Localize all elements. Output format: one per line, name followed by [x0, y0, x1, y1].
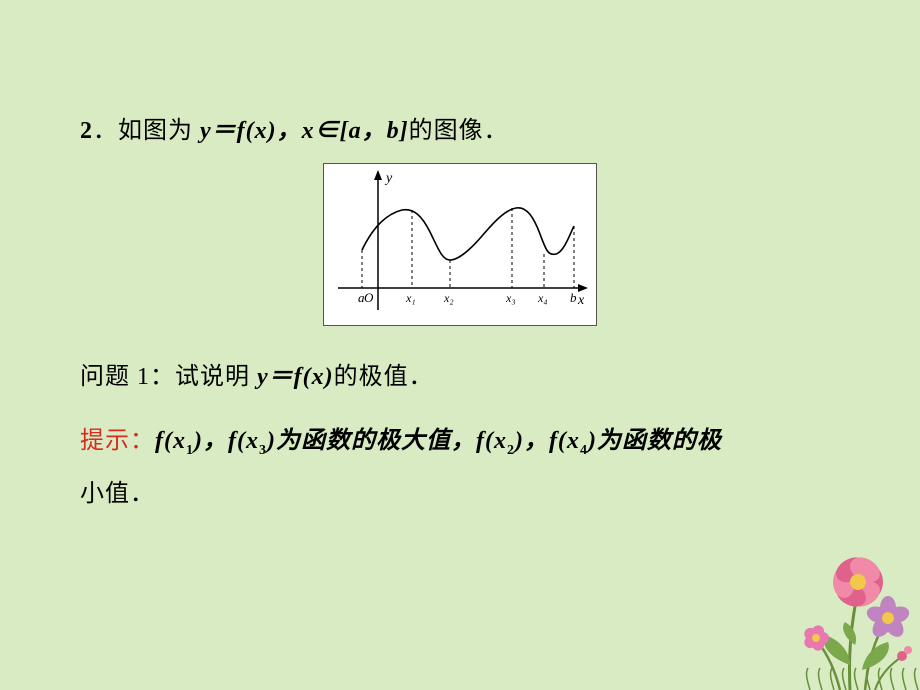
- hint-fx1: f(x1)，f(x3: [155, 428, 267, 454]
- problem-statement: 2．如图为 y＝f(x)，x∈[a，b]的图像．: [80, 110, 880, 145]
- slide-content: 2．如图为 y＝f(x)，x∈[a，b]的图像． y x Oa x₁ x₂ x₃ x₄ b 问…: [40, 110, 880, 521]
- svg-text:x₁: x₁: [405, 291, 416, 305]
- svg-text:x: x: [577, 293, 585, 308]
- svg-text:y: y: [384, 171, 393, 186]
- svg-text:b: b: [570, 290, 577, 305]
- q1-suffix: 的极值．: [334, 364, 434, 390]
- problem-suffix: 的图像．: [409, 118, 509, 144]
- hint-text-1: )为函数的极大值，f(x2)，f(x4)为函数的极: [267, 428, 722, 454]
- hint-label: 提示：: [80, 428, 155, 454]
- function-graph: y x Oa x₁ x₂ x₃ x₄ b: [323, 163, 597, 326]
- problem-math: y＝f(x)，x∈[a，b]: [200, 118, 409, 144]
- svg-text:O: O: [364, 290, 374, 305]
- question-1: 问题 1：试说明 y＝f(x)的极值．: [80, 356, 880, 391]
- problem-prefix: ．如图为: [93, 118, 200, 144]
- q1-prefix: 问题 1：试说明: [80, 364, 257, 390]
- graph-svg: y x Oa x₁ x₂ x₃ x₄ b: [330, 168, 590, 318]
- svg-text:a: a: [358, 290, 365, 305]
- problem-number: 2: [80, 118, 93, 144]
- figure-container: y x Oa x₁ x₂ x₃ x₄ b: [40, 163, 880, 326]
- svg-text:x₂: x₂: [443, 291, 454, 305]
- flower-decoration: [700, 470, 920, 690]
- svg-text:x₄: x₄: [537, 291, 548, 305]
- svg-text:x₃: x₃: [505, 291, 516, 305]
- q1-math: y＝f(x): [257, 364, 334, 390]
